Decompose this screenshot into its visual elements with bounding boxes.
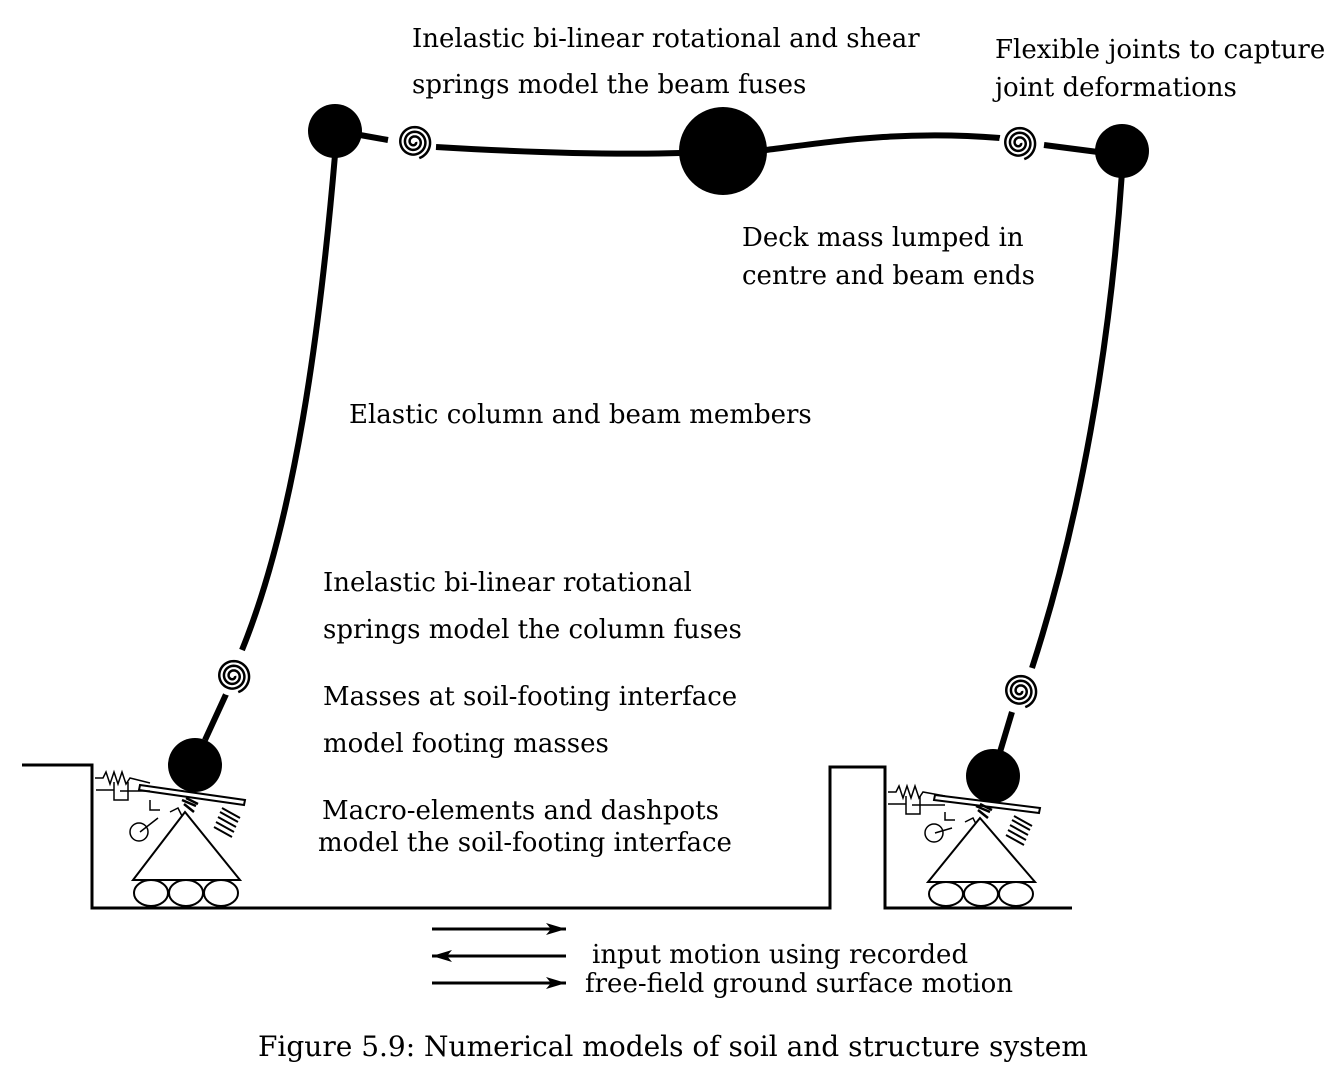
rotation-node-right — [924, 823, 944, 843]
left-footing-macro-element — [95, 769, 247, 907]
beam-fuses-label-line1: Inelastic bi-linear rotational and shear — [412, 24, 920, 54]
column-fuse-spring-left-icon — [213, 656, 253, 696]
input-motion-label-line1: input motion using recorded — [592, 940, 969, 970]
roller-left-3 — [203, 879, 239, 907]
left-column-lower — [202, 688, 231, 742]
right-footing-macro-element — [888, 783, 1042, 907]
deck-mass-label-line1: Deck mass lumped in — [742, 223, 1024, 253]
footing-masses-label-line2: model footing masses — [323, 729, 609, 759]
brush-damper-left-icon — [181, 796, 241, 838]
left-column — [239, 154, 338, 652]
roller-right-1 — [928, 881, 964, 907]
beam-fuses-label-line2: springs model the beam fuses — [412, 70, 807, 100]
footing-triangle-left — [130, 810, 243, 881]
horizontal-spring-left-icon — [95, 769, 151, 787]
roller-left-2 — [168, 879, 204, 907]
input-motion-label-line2: free-field ground surface motion — [585, 969, 1014, 999]
roller-left-1 — [133, 879, 169, 907]
linkage-left — [139, 800, 184, 833]
beam-end-mass-right — [1095, 124, 1149, 178]
column-fuses-label-line1: Inelastic bi-linear rotational — [323, 568, 692, 598]
flexible-joints-label-line2: joint deformations — [995, 73, 1237, 103]
deck-centre-mass — [679, 107, 767, 195]
rotation-node-left — [129, 822, 149, 842]
brush-damper-right-icon — [975, 802, 1033, 846]
horizontal-spring-right-icon — [888, 783, 946, 801]
beam-left-segment — [435, 144, 681, 157]
column-fuses-label-line2: springs model the column fuses — [323, 615, 742, 645]
footing-plate-right — [932, 793, 1042, 815]
elastic-members-label: Elastic column and beam members — [349, 400, 812, 430]
deck-mass-label-line2: centre and beam ends — [742, 261, 1035, 291]
right-column — [1029, 171, 1125, 669]
right-column-lower — [997, 711, 1015, 753]
figure-caption: Figure 5.9: Numerical models of soil and… — [258, 1030, 1088, 1063]
ground-surface-line — [22, 763, 1072, 910]
dashpot-left-icon — [96, 782, 150, 801]
roller-right-2 — [963, 881, 999, 907]
flexible-joints-label-line1: Flexible joints to capture — [995, 35, 1326, 65]
footing-triangle-right — [925, 816, 1038, 883]
footing-mass-left — [168, 738, 222, 792]
roller-right-3 — [998, 881, 1034, 907]
beam-right-segment — [765, 132, 1001, 153]
macro-elements-label-line1: Macro-elements and dashpots — [322, 796, 719, 826]
beam-end-mass-left — [308, 104, 362, 158]
beam-right-stub — [1043, 142, 1099, 155]
column-fuse-spring-right-icon — [1000, 671, 1040, 711]
beam-fuse-spring-right-icon — [999, 123, 1039, 163]
footing-mass-right — [966, 749, 1020, 803]
macro-elements-label-line2: model the soil-footing interface — [318, 828, 732, 858]
dashpot-right-icon — [888, 796, 945, 815]
beam-fuse-spring-left-icon — [394, 122, 434, 162]
beam-left-stub — [359, 132, 389, 143]
footing-masses-label-line1: Masses at soil-footing interface — [323, 682, 738, 712]
footing-plate-left — [137, 783, 247, 807]
